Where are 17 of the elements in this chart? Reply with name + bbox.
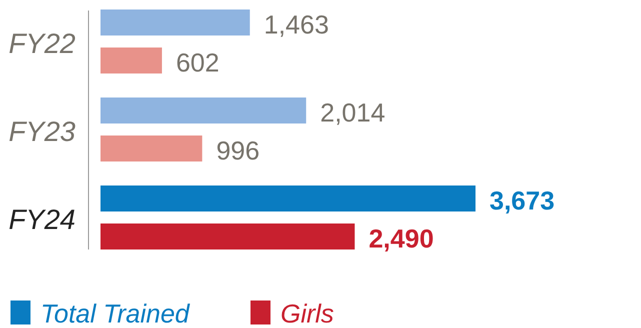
legend-label: Girls <box>280 298 334 328</box>
data-label: 2,490 <box>368 224 434 254</box>
data-label: 996 <box>216 136 260 166</box>
bar <box>100 48 162 74</box>
bar <box>100 136 202 162</box>
y-tick-label: FY22 <box>8 28 76 59</box>
bar <box>100 186 476 212</box>
bar <box>100 98 306 124</box>
data-label: 1,463 <box>264 10 329 40</box>
data-label: 3,673 <box>490 186 555 216</box>
data-label: 2,014 <box>320 98 386 128</box>
data-label: 602 <box>176 48 220 78</box>
y-tick-label: FY24 <box>8 204 76 235</box>
y-tick-label: FY23 <box>8 116 76 147</box>
bar <box>100 10 250 36</box>
bar <box>100 224 355 250</box>
legend-label: Total Trained <box>40 298 191 328</box>
